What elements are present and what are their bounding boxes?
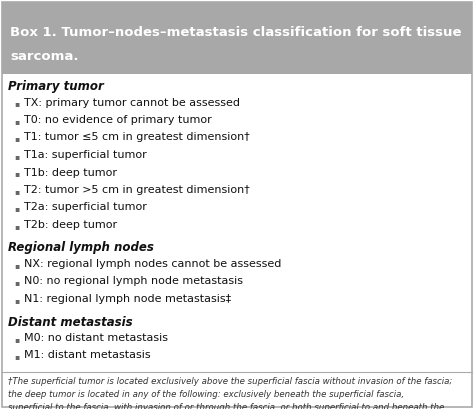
Text: the deep tumor is located in any of the following: exclusively beneath the super: the deep tumor is located in any of the … — [8, 390, 404, 399]
Text: ▪: ▪ — [14, 261, 19, 270]
Text: Regional lymph nodes: Regional lymph nodes — [8, 241, 154, 254]
Text: N1: regional lymph node metastasis‡: N1: regional lymph node metastasis‡ — [24, 294, 231, 304]
Text: superficial to the fascia, with invasion of or through the fascia, or both super: superficial to the fascia, with invasion… — [8, 403, 444, 409]
Bar — [2, 2, 472, 74]
Text: M1: distant metastasis: M1: distant metastasis — [24, 351, 151, 360]
Text: T0: no evidence of primary tumor: T0: no evidence of primary tumor — [24, 115, 212, 125]
Text: ▪: ▪ — [14, 353, 19, 362]
Text: TX: primary tumor cannot be assessed: TX: primary tumor cannot be assessed — [24, 97, 240, 108]
Text: ▪: ▪ — [14, 222, 19, 231]
Text: ▪: ▪ — [14, 135, 19, 144]
Text: T1: tumor ≤5 cm in greatest dimension†: T1: tumor ≤5 cm in greatest dimension† — [24, 133, 250, 142]
Text: ▪: ▪ — [14, 296, 19, 305]
Text: T2: tumor >5 cm in greatest dimension†: T2: tumor >5 cm in greatest dimension† — [24, 185, 250, 195]
Text: ▪: ▪ — [14, 99, 19, 108]
Text: ▪: ▪ — [14, 204, 19, 213]
Text: M0: no distant metastasis: M0: no distant metastasis — [24, 333, 168, 343]
Text: T1b: deep tumor: T1b: deep tumor — [24, 168, 117, 178]
Text: Primary tumor: Primary tumor — [8, 80, 104, 93]
Text: ▪: ▪ — [14, 169, 19, 178]
Text: Box 1. Tumor–nodes–metastasis classification for soft tissue: Box 1. Tumor–nodes–metastasis classifica… — [10, 26, 462, 39]
Text: T2b: deep tumor: T2b: deep tumor — [24, 220, 117, 230]
Text: T2a: superficial tumor: T2a: superficial tumor — [24, 202, 147, 213]
Text: ▪: ▪ — [14, 335, 19, 344]
Text: NX: regional lymph nodes cannot be assessed: NX: regional lymph nodes cannot be asses… — [24, 259, 282, 269]
Text: ▪: ▪ — [14, 187, 19, 196]
Text: Distant metastasis: Distant metastasis — [8, 315, 133, 328]
Text: ▪: ▪ — [14, 279, 19, 288]
Text: †The superficial tumor is located exclusively above the superficial fascia witho: †The superficial tumor is located exclus… — [8, 377, 452, 386]
Text: ▪: ▪ — [14, 117, 19, 126]
Text: ▪: ▪ — [14, 152, 19, 161]
Text: N0: no regional lymph node metastasis: N0: no regional lymph node metastasis — [24, 276, 243, 286]
Text: sarcoma.: sarcoma. — [10, 50, 79, 63]
Text: T1a: superficial tumor: T1a: superficial tumor — [24, 150, 147, 160]
